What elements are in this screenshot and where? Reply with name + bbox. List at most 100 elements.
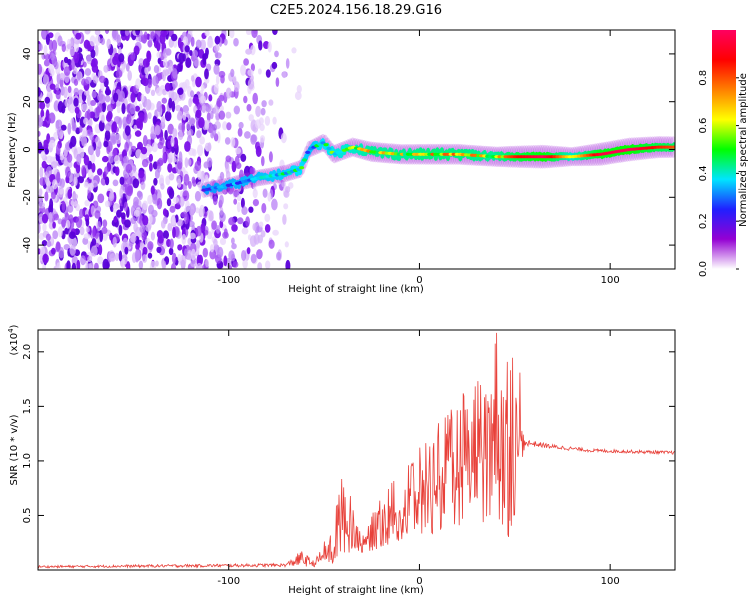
noise-speckle xyxy=(228,217,235,226)
noise-speckle xyxy=(116,34,121,47)
noise-speckle xyxy=(218,94,225,102)
noise-speckle xyxy=(87,255,93,262)
spectrogram-noise xyxy=(38,30,302,269)
noise-speckle xyxy=(87,145,95,156)
noise-speckle xyxy=(241,206,248,216)
noise-speckle xyxy=(90,245,98,257)
noise-speckle xyxy=(250,63,255,72)
noise-speckle xyxy=(63,56,69,64)
noise-speckle xyxy=(184,141,191,152)
noise-speckle xyxy=(44,148,49,155)
noise-speckle xyxy=(208,210,214,222)
noise-speckle xyxy=(234,81,240,92)
noise-speckle xyxy=(48,63,54,74)
noise-speckle xyxy=(251,30,258,39)
noise-speckle xyxy=(147,241,154,251)
noise-speckle xyxy=(171,156,177,163)
figure-title: C2E5.2024.156.18.29.G16 xyxy=(270,3,442,18)
noise-speckle xyxy=(284,241,289,248)
noise-speckle xyxy=(118,117,122,129)
noise-speckle xyxy=(83,89,90,96)
noise-speckle xyxy=(57,101,64,113)
noise-speckle xyxy=(272,30,278,35)
noise-speckle xyxy=(230,68,235,78)
noise-speckle xyxy=(152,75,159,87)
noise-speckle xyxy=(91,162,96,173)
noise-speckle xyxy=(240,153,247,162)
noise-speckle xyxy=(233,105,240,115)
noise-speckle xyxy=(257,262,263,269)
noise-speckle xyxy=(44,191,49,202)
noise-speckle xyxy=(231,224,238,232)
noise-speckle xyxy=(65,166,71,178)
noise-speckle xyxy=(105,176,110,186)
noise-speckle xyxy=(170,263,177,269)
noise-speckle xyxy=(135,78,141,89)
noise-speckle xyxy=(262,188,268,198)
noise-speckle xyxy=(147,194,153,205)
ridge-core xyxy=(323,143,329,147)
noise-speckle xyxy=(206,157,213,168)
noise-speckle xyxy=(78,125,83,133)
noise-speckle xyxy=(63,66,71,76)
noise-speckle xyxy=(131,145,137,152)
x-tick-label: 0 xyxy=(416,576,422,587)
noise-speckle xyxy=(192,148,197,157)
noise-speckle xyxy=(167,223,172,232)
noise-speckle xyxy=(67,85,72,94)
noise-speckle xyxy=(222,231,229,239)
noise-speckle xyxy=(249,167,256,175)
noise-speckle xyxy=(236,202,241,213)
noise-speckle xyxy=(142,58,150,68)
noise-speckle xyxy=(244,131,251,139)
noise-speckle xyxy=(55,153,60,162)
noise-speckle xyxy=(127,184,133,193)
noise-speckle xyxy=(167,163,173,173)
noise-speckle xyxy=(177,131,184,141)
y-tick-label: 0.5 xyxy=(22,508,33,524)
noise-speckle xyxy=(133,196,139,207)
noise-speckle xyxy=(91,63,99,73)
colorbar-tick-label: 0.4 xyxy=(698,165,709,181)
noise-speckle xyxy=(42,253,49,264)
noise-speckle xyxy=(271,198,278,211)
noise-speckle xyxy=(195,262,203,269)
noise-speckle xyxy=(246,104,252,112)
noise-speckle xyxy=(46,133,51,144)
noise-speckle xyxy=(166,198,172,207)
noise-speckle xyxy=(252,199,259,207)
noise-speckle xyxy=(106,113,112,122)
noise-speckle xyxy=(236,194,242,202)
noise-speckle xyxy=(260,107,266,116)
noise-speckle xyxy=(176,63,183,73)
noise-speckle xyxy=(202,103,207,111)
noise-speckle xyxy=(112,56,119,66)
noise-speckle xyxy=(48,212,53,224)
noise-speckle xyxy=(70,58,76,70)
noise-speckle xyxy=(261,100,267,108)
noise-speckle xyxy=(38,43,43,51)
noise-speckle xyxy=(197,144,204,157)
noise-speckle xyxy=(129,104,136,115)
noise-speckle xyxy=(198,117,205,129)
noise-speckle xyxy=(115,99,121,108)
noise-speckle xyxy=(281,180,286,188)
noise-speckle xyxy=(52,230,59,240)
noise-speckle xyxy=(61,200,66,213)
noise-speckle xyxy=(216,100,223,108)
noise-speckle xyxy=(126,114,132,125)
noise-speckle xyxy=(142,215,149,226)
noise-speckle xyxy=(272,229,279,236)
noise-speckle xyxy=(61,219,66,228)
noise-speckle xyxy=(193,56,199,69)
noise-speckle xyxy=(85,76,92,85)
noise-speckle xyxy=(162,230,169,240)
noise-speckle xyxy=(53,131,59,140)
noise-speckle xyxy=(96,105,100,117)
noise-speckle xyxy=(163,237,168,250)
colorbar-tick-label: 0.0 xyxy=(698,261,709,277)
noise-speckle xyxy=(45,185,52,193)
noise-speckle xyxy=(161,260,167,269)
noise-speckle xyxy=(172,80,178,89)
noise-speckle xyxy=(51,39,58,52)
